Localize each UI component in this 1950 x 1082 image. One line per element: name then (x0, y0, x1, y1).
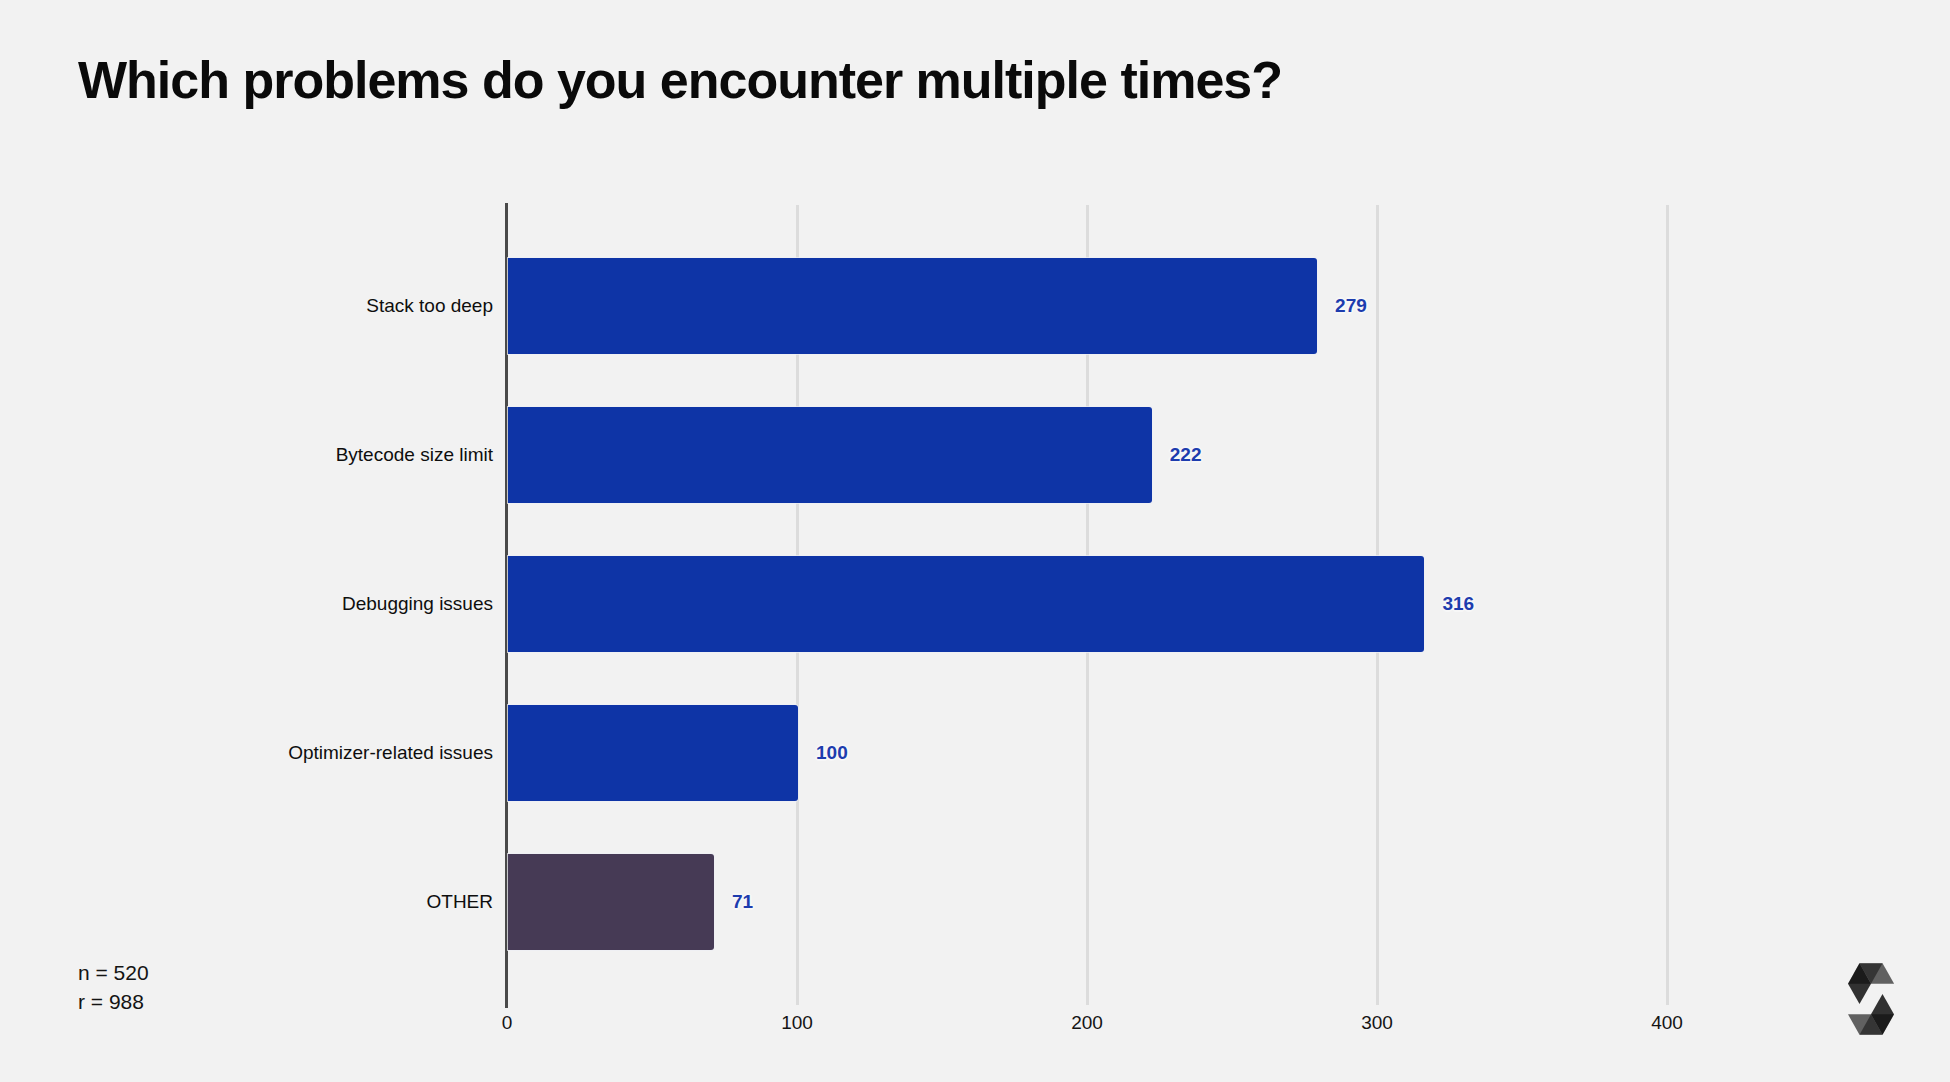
value-label: 222 (1170, 444, 1202, 466)
bar (508, 854, 714, 950)
r-count: r = 988 (78, 987, 149, 1016)
x-tick-label: 100 (781, 1012, 813, 1034)
value-label: 71 (732, 891, 753, 913)
category-label: Optimizer-related issues (288, 742, 493, 764)
bar (508, 258, 1317, 354)
x-tick-label: 0 (502, 1012, 513, 1034)
category-label: Debugging issues (342, 593, 493, 615)
value-label: 100 (816, 742, 848, 764)
category-label: Stack too deep (366, 295, 493, 317)
solidity-logo (1848, 963, 1894, 1035)
x-tick-label: 300 (1361, 1012, 1393, 1034)
bar (508, 556, 1424, 652)
bar-chart: Stack too deep 279 Bytecode size limit 222 D… (0, 0, 1950, 1082)
category-label: OTHER (427, 891, 494, 913)
x-tick-label: 200 (1071, 1012, 1103, 1034)
bar (508, 705, 798, 801)
bar (508, 407, 1152, 503)
gridline-400 (1666, 205, 1669, 1005)
value-label: 279 (1335, 295, 1367, 317)
n-count: n = 520 (78, 958, 149, 987)
category-label: Bytecode size limit (336, 444, 493, 466)
value-label: 316 (1442, 593, 1474, 615)
sample-size-note: n = 520 r = 988 (78, 958, 149, 1016)
survey-slide: Which problems do you encounter multiple… (0, 0, 1950, 1082)
x-tick-label: 400 (1651, 1012, 1683, 1034)
